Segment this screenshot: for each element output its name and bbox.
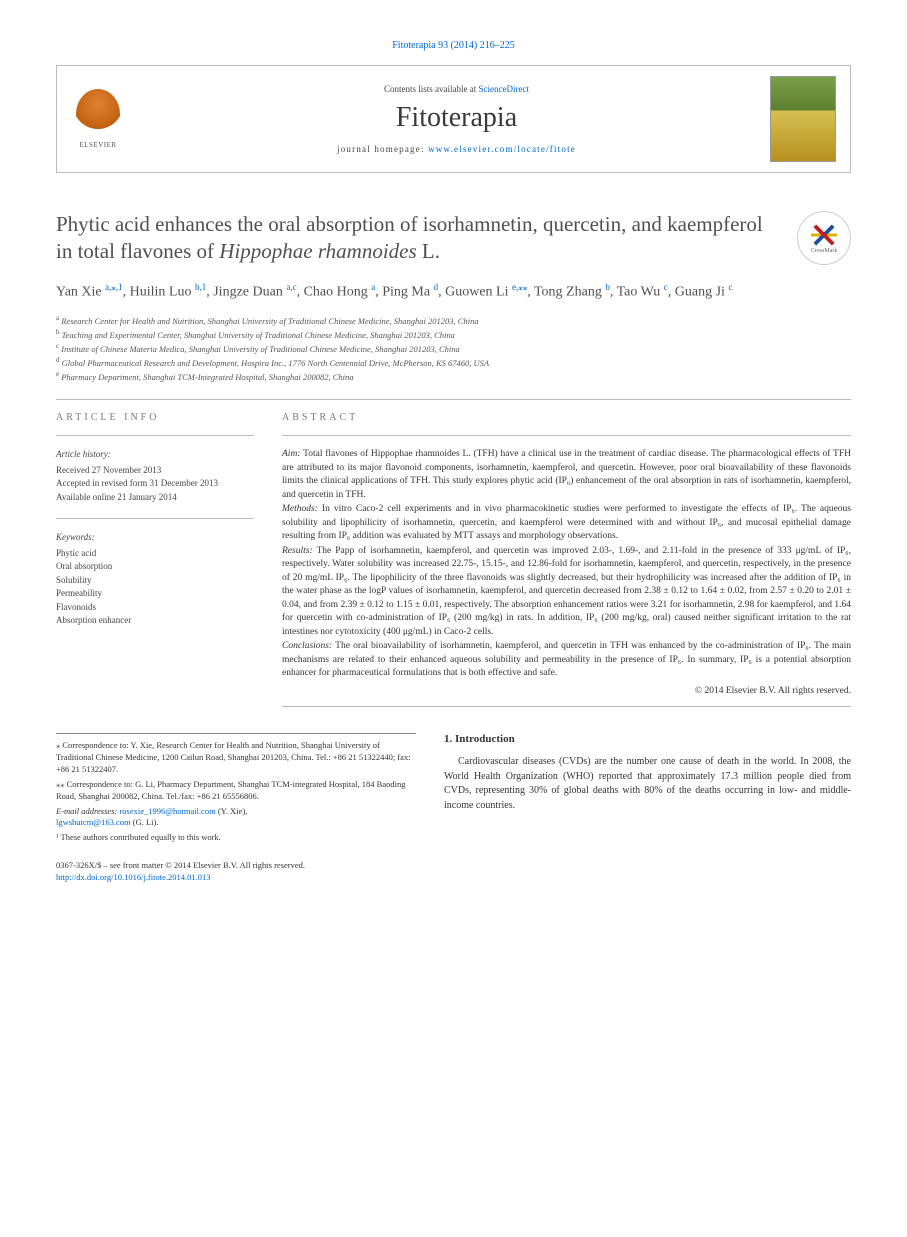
elsevier-tree-icon <box>76 89 120 139</box>
affiliation-line: a Research Center for Health and Nutriti… <box>56 313 851 327</box>
abstract-copyright: © 2014 Elsevier B.V. All rights reserved… <box>282 685 851 698</box>
email-link[interactable]: rosexie_1996@hotmail.com <box>119 806 215 816</box>
journal-header: ELSEVIER Contents lists available at Sci… <box>56 65 851 173</box>
article-page: Fitoterapia 93 (2014) 216–225 ELSEVIER C… <box>0 0 907 924</box>
article-info-heading: ARTICLE INFO <box>56 412 254 423</box>
keyword: Oral absorption <box>56 560 254 574</box>
keyword: Flavonoids <box>56 601 254 615</box>
corr-line: ⁎⁎ Correspondence to: G. Li, Pharmacy De… <box>56 779 416 803</box>
doi-link[interactable]: http://dx.doi.org/10.1016/j.fitote.2014.… <box>56 872 211 882</box>
title-italic: Hippophae rhamnoides <box>219 239 416 263</box>
contents-available-line: Contents lists available at ScienceDirec… <box>143 84 770 94</box>
keyword: Absorption enhancer <box>56 614 254 628</box>
history-line: Received 27 November 2013 <box>56 464 254 478</box>
abstract-column: ABSTRACT Aim: Total flavones of Hippopha… <box>282 412 851 719</box>
divider-top <box>56 399 851 400</box>
email-link[interactable]: lgwshutcm@163.com <box>56 817 131 827</box>
intro-heading: 1. Introduction <box>444 733 851 745</box>
footer-block: 0367-326X/$ – see front matter © 2014 El… <box>56 860 851 884</box>
bottom-row: ⁎ Correspondence to: Y. Xie, Research Ce… <box>56 733 851 844</box>
publisher-name: ELSEVIER <box>79 141 116 149</box>
crossmark-badge[interactable]: CrossMark <box>797 211 851 265</box>
authors-line: Yan Xie a,⁎,1, Huilin Luo b,1, Jingze Du… <box>56 281 851 303</box>
introduction-column: 1. Introduction Cardiovascular diseases … <box>444 733 851 844</box>
sciencedirect-link[interactable]: ScienceDirect <box>479 84 529 94</box>
history-line: Accepted in revised form 31 December 201… <box>56 477 254 491</box>
keyword: Phytic acid <box>56 547 254 561</box>
equal-contribution: ¹ These authors contributed equally to t… <box>56 832 416 844</box>
keyword: Solubility <box>56 574 254 588</box>
article-title: Phytic acid enhances the oral absorption… <box>56 211 781 265</box>
title-row: Phytic acid enhances the oral absorption… <box>56 211 851 265</box>
header-center: Contents lists available at ScienceDirec… <box>143 84 770 154</box>
affiliation-line: b Teaching and Experimental Center, Shan… <box>56 327 851 341</box>
homepage-line: journal homepage: www.elsevier.com/locat… <box>143 144 770 154</box>
intro-text: Cardiovascular diseases (CVDs) are the n… <box>444 755 851 813</box>
front-matter-line: 0367-326X/$ – see front matter © 2014 El… <box>56 860 851 872</box>
citation-line: Fitoterapia 93 (2014) 216–225 <box>56 40 851 51</box>
divider-abs <box>282 435 851 436</box>
info-abstract-row: ARTICLE INFO Article history: Received 2… <box>56 412 851 719</box>
email-owner: (Y. Xie), <box>216 806 247 816</box>
abstract-text: Aim: Total flavones of Hippophae rhamnoi… <box>282 448 851 698</box>
history-label: Article history: <box>56 448 254 462</box>
abstract-heading: ABSTRACT <box>282 412 851 423</box>
journal-cover-thumbnail[interactable] <box>770 76 836 162</box>
journal-name: Fitoterapia <box>143 102 770 134</box>
aim-label: Aim: <box>282 449 300 459</box>
affiliations: a Research Center for Health and Nutriti… <box>56 313 851 384</box>
article-info-column: ARTICLE INFO Article history: Received 2… <box>56 412 254 719</box>
results-text: The Papp of isorhamnetin, kaempferol, an… <box>282 546 851 637</box>
email-line: E-mail addresses: rosexie_1996@hotmail.c… <box>56 806 416 830</box>
contents-prefix: Contents lists available at <box>384 84 478 94</box>
crossmark-label: CrossMark <box>811 248 838 254</box>
keywords-label: Keywords: <box>56 531 254 545</box>
title-part3: L. <box>417 239 440 263</box>
methods-label: Methods: <box>282 504 318 514</box>
conclusions-text: The oral bioavailability of isorhamnetin… <box>282 641 851 678</box>
results-label: Results: <box>282 546 313 556</box>
divider-info <box>56 435 254 436</box>
elsevier-logo[interactable]: ELSEVIER <box>71 84 125 154</box>
methods-text: In vitro Caco-2 cell experiments and in … <box>282 504 851 541</box>
divider-abs-bottom <box>282 706 851 707</box>
conclusions-label: Conclusions: <box>282 641 332 651</box>
affiliation-line: d Global Pharmaceutical Research and Dev… <box>56 355 851 369</box>
affiliation-line: c Institute of Chinese Materia Medica, S… <box>56 341 851 355</box>
aim-text: Total flavones of Hippophae rhamnoides L… <box>282 449 851 499</box>
homepage-link[interactable]: www.elsevier.com/locate/fitote <box>428 144 576 154</box>
correspondence-block: ⁎ Correspondence to: Y. Xie, Research Ce… <box>56 733 416 844</box>
keyword: Permeability <box>56 587 254 601</box>
affiliation-line: e Pharmacy Department, Shanghai TCM-Inte… <box>56 369 851 383</box>
corr-line: ⁎ Correspondence to: Y. Xie, Research Ce… <box>56 740 416 776</box>
article-history-block: Article history: Received 27 November 20… <box>56 448 254 504</box>
email-owner: (G. Li). <box>131 817 159 827</box>
history-line: Available online 21 January 2014 <box>56 491 254 505</box>
email-label: E-mail addresses: <box>56 806 119 816</box>
crossmark-icon <box>811 222 837 248</box>
keywords-block: Keywords: Phytic acid Oral absorption So… <box>56 531 254 628</box>
homepage-prefix: journal homepage: <box>337 144 428 154</box>
divider-info2 <box>56 518 254 519</box>
